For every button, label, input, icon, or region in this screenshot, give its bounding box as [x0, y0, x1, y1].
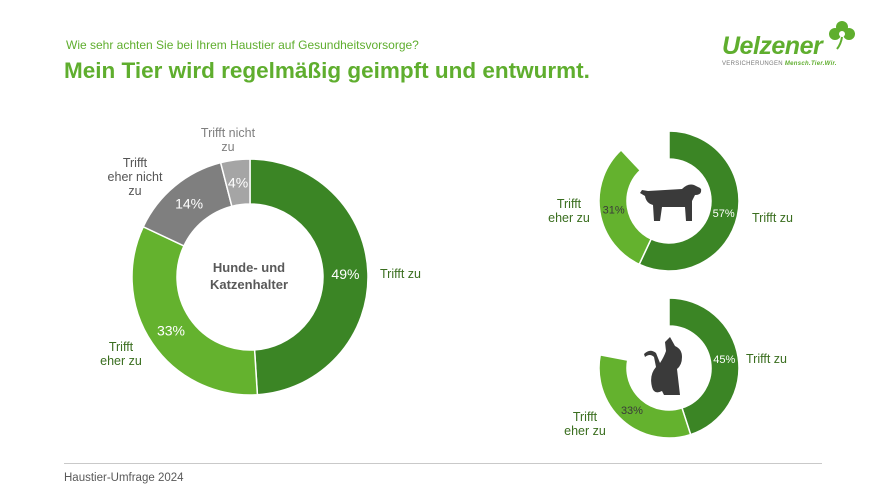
cat-icon [644, 337, 682, 395]
logo-wordmark: Uelzener [722, 32, 823, 60]
donut-slice-1 [638, 130, 740, 272]
donut-slice-1 [668, 297, 740, 436]
slice-value-label-2: 31% [603, 205, 625, 217]
main-chart-center-label: Hunde- und Katzenhalter [196, 259, 302, 293]
donut-chart-dog-owners: 57% 31% [598, 130, 740, 272]
cat-legend-trifft-eher-zu: Trifft eher zu [564, 410, 606, 438]
slice-value-label-2: 33% [157, 323, 185, 339]
logo-tagline-b: Mensch.Tier.Wir. [784, 61, 837, 67]
main-legend-trifft-eher-nicht-zu: Trifft eher nicht zu [107, 156, 163, 198]
main-legend-trifft-zu-text: Trifft zu [380, 267, 421, 281]
page-title: Mein Tier wird regelmäßig geimpft und en… [64, 58, 590, 83]
cat-legend-trifft-zu: Trifft zu [746, 352, 806, 366]
survey-question: Wie sehr achten Sie bei Ihrem Haustier a… [66, 38, 419, 52]
donut-slice-2 [131, 225, 259, 396]
dog-icon [640, 184, 702, 221]
dog-legend-trifft-eher-zu: Trifft eher zu [548, 197, 590, 225]
center-label-line1: Hunde- und [212, 260, 286, 275]
slice-value-label-3: 14% [175, 195, 203, 211]
logo-tagline-a: VERSICHERUNGEN [722, 61, 783, 67]
slice-value-label-4: 4% [228, 174, 248, 190]
slice-value-label-1: 49% [331, 266, 359, 282]
dog-legend-trifft-zu-text: Trifft zu [752, 211, 793, 225]
main-legend-trifft-eher-zu: Trifft eher zu [100, 340, 142, 368]
donut-slice-1 [249, 158, 369, 396]
footer-divider [64, 463, 822, 464]
dog-legend-trifft-zu: Trifft zu [752, 211, 812, 225]
center-label-line2: Katzenhalter [209, 277, 289, 292]
slice-value-label-2: 33% [621, 405, 643, 417]
slice-value-label-1: 45% [713, 354, 735, 366]
donut-chart-cat-owners: 45% 33% [598, 297, 740, 439]
footer-source: Haustier-Umfrage 2024 [64, 472, 184, 484]
donut-slice-2 [598, 148, 653, 266]
donut-slice-4 [219, 158, 251, 208]
clover-icon [829, 21, 855, 50]
donut-slice-2 [598, 354, 692, 439]
main-legend-trifft-zu: Trifft zu [380, 267, 440, 281]
donut-chart-all-owners: 49% 33% 14% 4% [131, 158, 369, 396]
cat-legend-trifft-zu-text: Trifft zu [746, 352, 787, 366]
logo-tagline: VERSICHERUNGEN Mensch.Tier.Wir. [722, 61, 837, 67]
slice-value-label-1: 57% [713, 208, 735, 220]
brand-logo: Uelzener VERSICHERUNGEN Mensch.Tier.Wir. [722, 18, 855, 74]
main-legend-trifft-nicht-zu: Trifft nicht zu [200, 126, 256, 154]
